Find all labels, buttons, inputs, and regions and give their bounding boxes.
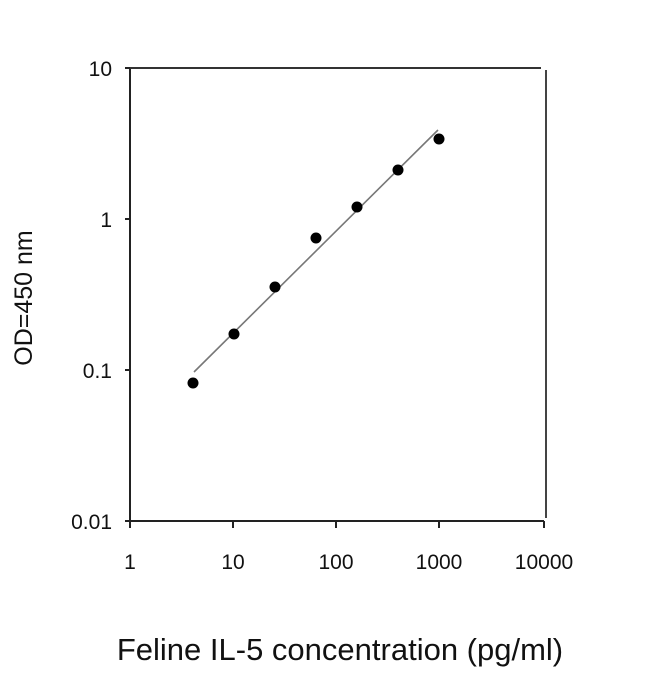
y-tick-label: 0.1 <box>83 360 112 383</box>
data-point <box>187 377 199 389</box>
x-tick-label: 10 <box>221 551 244 574</box>
x-tick-label: 10000 <box>515 551 573 574</box>
data-point <box>392 164 404 176</box>
x-tick-label: 1000 <box>416 551 463 574</box>
x-tick-labels: 1 10 100 1000 10000 <box>124 551 573 574</box>
data-point <box>433 133 445 145</box>
x-tick-label: 100 <box>318 551 353 574</box>
data-point <box>228 328 240 340</box>
y-tick-label: 1 <box>100 209 112 232</box>
data-points <box>187 133 445 389</box>
y-tick-label: 0.01 <box>71 511 112 534</box>
y-tick-label: 10 <box>89 58 112 81</box>
data-point <box>269 281 281 293</box>
data-point <box>351 201 363 213</box>
y-tick-labels: 10 1 0.1 0.01 <box>71 58 112 534</box>
x-tick-label: 1 <box>124 551 136 574</box>
data-point <box>310 232 322 244</box>
x-axis-title: Feline IL-5 concentration (pg/ml) <box>117 632 563 667</box>
x-ticks <box>129 521 545 528</box>
plot-frame <box>125 67 547 522</box>
y-axis-title: OD=450 nm <box>10 230 38 366</box>
